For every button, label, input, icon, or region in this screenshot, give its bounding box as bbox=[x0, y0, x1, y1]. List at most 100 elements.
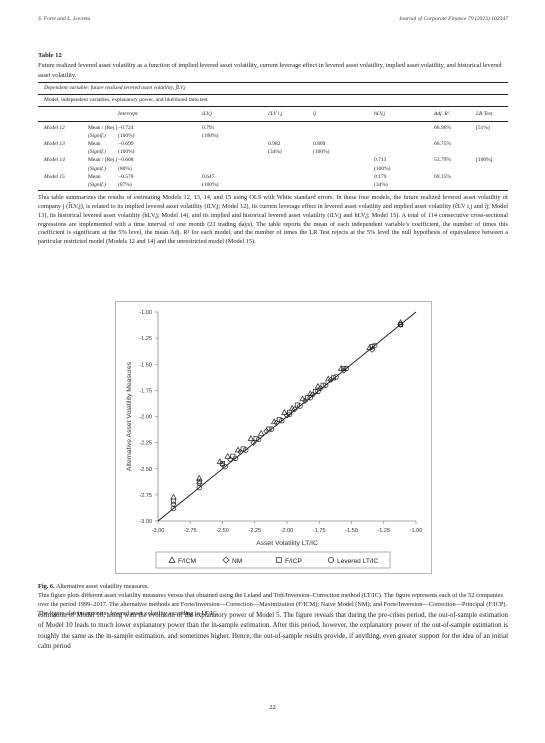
data-point-circle bbox=[255, 436, 262, 443]
x-tick-label: -1.25 bbox=[377, 528, 390, 534]
y-tick-label: -2.25 bbox=[139, 441, 152, 447]
data-point-diamond bbox=[327, 376, 334, 384]
x-tick-label: -1.00 bbox=[410, 528, 423, 534]
table-cell: 0.791 bbox=[202, 125, 215, 131]
table-rule bbox=[38, 121, 508, 122]
legend-marker-diamond bbox=[222, 556, 230, 564]
legend-label: F/ICM bbox=[178, 558, 196, 565]
table-cell: (100%) bbox=[313, 149, 330, 156]
table-caption: Future realized levered asset volatility… bbox=[38, 62, 502, 79]
data-point-circle bbox=[333, 374, 339, 380]
data-point-circle bbox=[323, 382, 329, 388]
table-cell: Model 14 bbox=[44, 157, 65, 164]
table-cell: (Signif.) bbox=[88, 149, 106, 156]
table-cell: (Signif.) bbox=[88, 133, 106, 140]
x-tick-label: -2.25 bbox=[248, 528, 261, 534]
table-cell: [100%] bbox=[476, 157, 493, 164]
table-column-header: hLV,j bbox=[374, 111, 386, 117]
y-tick-label: -2.75 bbox=[139, 493, 152, 499]
table-column-header: Adj. R² bbox=[434, 111, 450, 117]
table-column-header: îj bbox=[313, 111, 317, 117]
data-point-circle bbox=[222, 463, 228, 470]
table-cell: Mean / [Rej.] bbox=[88, 157, 118, 164]
table-cell: −0.608 bbox=[118, 157, 134, 164]
data-point-circle bbox=[397, 321, 404, 328]
data-point-square bbox=[240, 446, 246, 452]
y-tick-label: -1.50 bbox=[139, 362, 152, 368]
table-subheader: Model, independent variables, explanator… bbox=[44, 97, 208, 103]
table-label: Table 12 bbox=[38, 52, 62, 59]
data-point-diamond bbox=[291, 406, 298, 413]
running-header-authors: S. Forte and L. Lovreta bbox=[38, 16, 91, 22]
y-tick-label: -1.75 bbox=[139, 388, 152, 394]
table-cell: −0.699 bbox=[118, 141, 134, 148]
table-cell: (100%) bbox=[118, 149, 135, 156]
table-rule bbox=[38, 106, 508, 107]
y-tick-label: -1.25 bbox=[139, 336, 152, 342]
x-tick-label: -1.75 bbox=[313, 528, 326, 534]
data-point-triangle bbox=[234, 446, 242, 453]
table-column-header: ĉLV i,j bbox=[268, 111, 283, 117]
data-point-triangle bbox=[224, 452, 231, 459]
table-cell: 69.15% bbox=[434, 173, 451, 180]
figure-description: This figure plots different asset volati… bbox=[38, 591, 508, 617]
data-point-square bbox=[171, 498, 176, 504]
legend-label: F/ICP bbox=[285, 558, 302, 565]
x-tick-label: -2.50 bbox=[216, 528, 229, 534]
table-cell: (34%) bbox=[374, 181, 388, 188]
data-point-circle bbox=[268, 426, 275, 432]
table-cell: (87%) bbox=[118, 181, 132, 188]
table-cell: (34%) bbox=[268, 149, 282, 156]
table-note: This table summarizes the results of est… bbox=[38, 194, 508, 246]
table-top-rule bbox=[38, 82, 508, 83]
data-point-triangle bbox=[299, 395, 306, 402]
data-point-circle bbox=[243, 447, 249, 453]
data-point-square bbox=[320, 382, 326, 388]
legend-marker-triangle bbox=[168, 556, 176, 563]
data-point-square bbox=[294, 402, 300, 408]
table-cell: (Signif.) bbox=[88, 181, 106, 188]
data-point-circle bbox=[315, 388, 321, 395]
data-point-triangle bbox=[281, 408, 288, 415]
table-cell: −0.578 bbox=[118, 173, 134, 180]
figure-caption: Fig. 6. Alternative asset volatility mea… bbox=[38, 583, 508, 619]
data-point-triangle bbox=[258, 429, 265, 436]
data-point-circle bbox=[372, 342, 378, 349]
data-point-triangle bbox=[314, 382, 322, 389]
table-cell: Mean / [Rej.] bbox=[88, 125, 118, 131]
data-point-circle bbox=[343, 365, 350, 372]
table-cell: (100%) bbox=[202, 181, 219, 188]
table-cell: 0.809 bbox=[313, 141, 326, 148]
legend-marker-circle bbox=[327, 556, 335, 564]
data-point-circle bbox=[232, 455, 239, 461]
table-bottom-rule bbox=[38, 190, 508, 191]
data-point-square bbox=[305, 395, 311, 401]
table-cell: 0.982 bbox=[268, 141, 281, 148]
data-point-square bbox=[287, 409, 293, 415]
table-cell: 66.75% bbox=[434, 141, 451, 148]
table-cell: Mean bbox=[88, 141, 101, 148]
legend-marker-square bbox=[276, 557, 282, 563]
body-paragraph: estimation of Model 10, along with the e… bbox=[38, 612, 508, 651]
data-point-triangle bbox=[247, 435, 255, 441]
data-point-square bbox=[331, 375, 336, 381]
figure-label: Fig. 6. bbox=[38, 583, 55, 590]
y-tick-label: -1.00 bbox=[139, 310, 152, 316]
data-point-circle bbox=[286, 411, 293, 418]
x-tick-label: -2.75 bbox=[184, 528, 197, 534]
table-cell: (100%) bbox=[202, 133, 219, 140]
table-cell: 0.179 bbox=[374, 173, 387, 180]
table-column-header: Intercept bbox=[118, 111, 138, 117]
legend-label: Levered LT/IC bbox=[337, 558, 379, 565]
table-cell: Mean bbox=[88, 173, 101, 180]
x-axis-label: Asset Volatility LT/IC bbox=[256, 540, 318, 547]
x-tick-label: -3.00 bbox=[152, 528, 165, 534]
diagonal-reference-line bbox=[157, 311, 417, 522]
data-point-circle bbox=[307, 395, 313, 401]
data-point-square bbox=[196, 478, 202, 484]
data-point-diamond bbox=[263, 428, 270, 435]
legend-label: NM bbox=[232, 558, 242, 565]
data-point-circle bbox=[170, 505, 177, 512]
table-dependent-variable: Dependent variable: future realized leve… bbox=[44, 85, 186, 91]
data-point-square bbox=[312, 388, 318, 394]
